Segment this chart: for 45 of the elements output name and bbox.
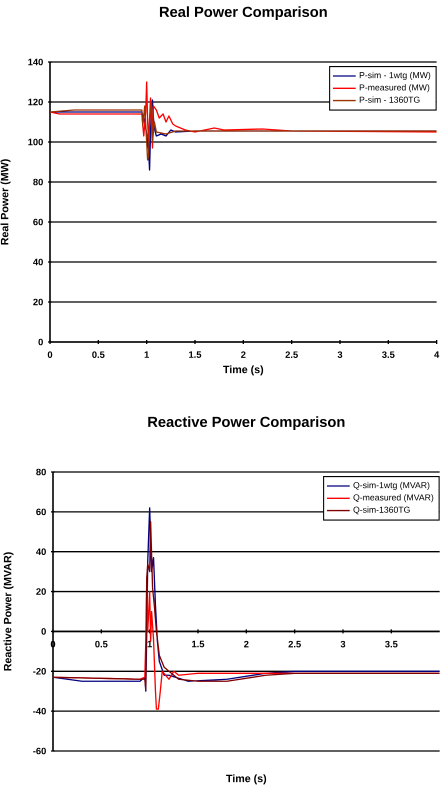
y-tick-label: 80 (33, 178, 43, 186)
y-tick-label: 0 (41, 628, 46, 635)
x-tick-label: 0.5 (92, 351, 105, 358)
y-tick-label: 60 (33, 218, 43, 226)
x-tick-label: 3 (340, 640, 346, 648)
x-tick-label: 3.5 (385, 640, 398, 648)
legend-label: Q-measured (MVAR) (353, 494, 434, 502)
y-tick-label: -40 (33, 708, 46, 714)
legend-label: P-sim - 1360TG (360, 96, 420, 103)
x-tick-label: 1.5 (189, 351, 202, 358)
y-tick-label: 40 (33, 258, 43, 266)
legend-label: P-measured (MW) (360, 84, 430, 92)
y-tick-label: 120 (28, 98, 43, 106)
y-tick-label: -20 (33, 668, 46, 675)
x-axis-title: Time (s) (226, 774, 266, 784)
y-tick-label: 20 (36, 588, 46, 595)
y-axis-title: Reactive Power (MVAR) (4, 552, 14, 671)
y-tick-label: 80 (36, 468, 46, 476)
x-tick-label: 2.5 (288, 640, 301, 648)
chart-title: Real Power Comparison (160, 6, 327, 20)
y-tick-label: 140 (28, 58, 43, 66)
x-tick-label: 1 (144, 351, 150, 358)
x-tick-label: 2.5 (285, 351, 298, 358)
x-tick-label: 1 (148, 640, 152, 648)
x-tick-label: 2 (241, 351, 246, 358)
y-tick-label: 60 (36, 508, 46, 516)
x-axis-title: Time (s) (223, 365, 264, 376)
y-tick-label: 100 (28, 138, 43, 146)
legend-label: Q-sim-1360TG (353, 506, 410, 514)
x-tick-label: 1.5 (192, 640, 204, 648)
legend-label: P-sim - 1wtg (MW) (360, 72, 430, 80)
chart-title: Reactive Power Comparison (148, 416, 344, 430)
x-tick-label: 3 (338, 351, 342, 358)
x-tick-label: 0 (48, 351, 52, 358)
line-series (50, 101, 437, 161)
y-axis-title: Real Power (MW) (0, 159, 10, 245)
y-tick-label: 0 (38, 338, 43, 346)
x-tick-label: 0.5 (95, 640, 108, 648)
x-tick-label: 3.5 (382, 351, 395, 358)
y-tick-label: 20 (33, 298, 43, 306)
y-tick-label: -60 (33, 748, 46, 754)
x-tick-label: 4 (434, 351, 440, 358)
x-tick-label: 2 (244, 640, 249, 648)
legend-label: Q-sim-1wtg (MVAR) (353, 482, 430, 490)
y-tick-label: 40 (36, 548, 46, 556)
